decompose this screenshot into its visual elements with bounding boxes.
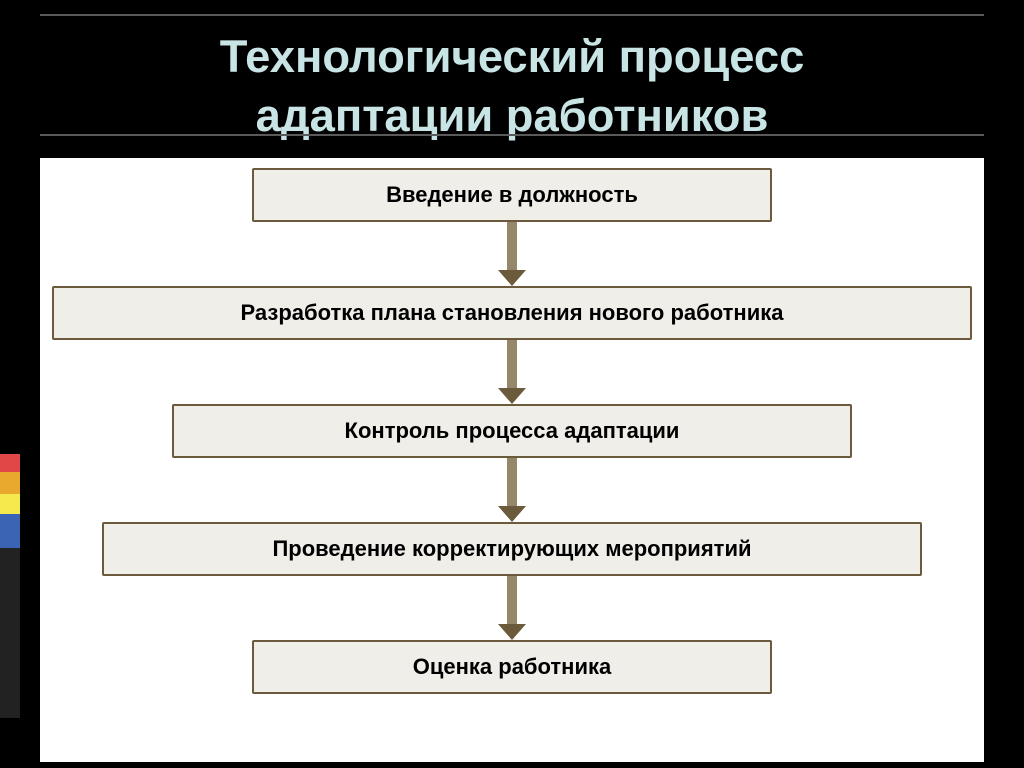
accent-bar (0, 454, 20, 718)
top-rule (40, 14, 984, 16)
flow-step: Контроль процесса адаптации (172, 404, 852, 458)
flow-step: Проведение корректирующих мероприятий (102, 522, 922, 576)
arrow-down-icon (498, 576, 526, 640)
flowchart: Введение в должность Разработка плана ста… (40, 158, 984, 762)
arrow-down-icon (498, 222, 526, 286)
flow-step: Оценка работника (252, 640, 772, 694)
accent-segment (0, 548, 20, 718)
arrow-down-icon (498, 458, 526, 522)
title-line-1: Технологический процесс (220, 31, 805, 82)
accent-segment (0, 514, 20, 548)
accent-segment (0, 454, 20, 472)
accent-segment (0, 472, 20, 494)
flow-step: Введение в должность (252, 168, 772, 222)
accent-segment (0, 494, 20, 514)
flow-step-label: Оценка работника (413, 654, 612, 679)
flow-step: Разработка плана становления нового рабо… (52, 286, 972, 340)
bottom-rule (40, 134, 984, 136)
flow-step-label: Разработка плана становления нового рабо… (241, 300, 784, 325)
arrow-down-icon (498, 340, 526, 404)
flow-step-label: Введение в должность (386, 182, 638, 207)
flow-step-label: Контроль процесса адаптации (345, 418, 680, 443)
flow-step-label: Проведение корректирующих мероприятий (272, 536, 751, 561)
